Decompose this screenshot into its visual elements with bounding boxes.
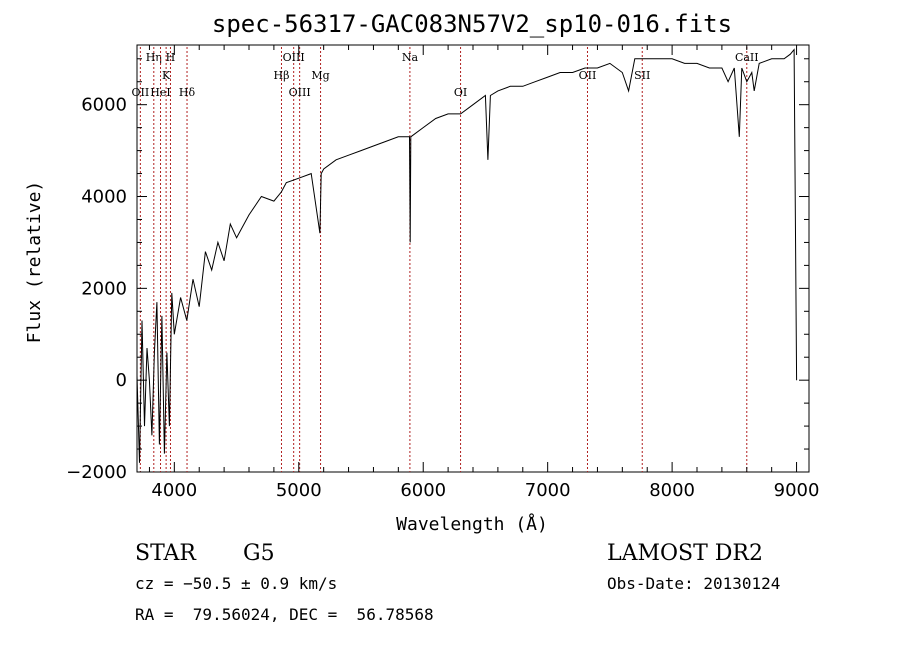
line-marker-label: Hβ [274,69,290,82]
y-tick-label: −2000 [66,462,127,483]
survey-name: LAMOST DR2 [607,541,763,566]
chart-title: spec-56317-GAC083N57V2_sp10-016.fits [212,10,732,38]
line-marker-label: OI [454,86,467,99]
x-tick-label: 4000 [151,480,197,501]
y-tick-label: 2000 [81,278,127,299]
x-tick-label: 8000 [649,480,695,501]
y-axis-label: Flux (relative) [24,181,45,344]
object-class: STAR [135,541,197,566]
line-marker-label: Hδ [179,86,196,99]
object-subclass: G5 [243,541,275,566]
y-tick-label: 0 [116,370,127,391]
observation-date: Obs-Date: 20130124 [607,574,780,593]
line-marker-label: Na [402,51,419,64]
x-tick-label: 9000 [774,480,820,501]
spectrum-line [136,48,798,463]
line-marker-label: K [162,69,171,82]
plot-frame [136,44,810,473]
sky-coordinates: RA = 79.56024, DEC = 56.78568 [135,605,434,624]
line-marker-label: HeI [150,86,170,99]
y-tick-label: 6000 [81,95,127,116]
x-axis-ticks: 4000 5000 6000 7000 8000 9000 [148,45,820,501]
line-marker-label: Hη [146,51,162,64]
x-tick-label: 7000 [525,480,571,501]
x-axis-label: Wavelength (Å) [396,513,548,535]
y-axis-ticks: −2000 0 2000 4000 6000 [66,58,809,483]
line-marker-label: OII [579,69,597,82]
redshift-velocity: cz = −50.5 ± 0.9 km/s [135,574,337,593]
x-tick-label: 6000 [400,480,446,501]
line-marker-label: Mg [311,69,329,82]
line-marker-label: CaII [735,51,759,64]
line-marker-label: H [166,51,176,64]
line-marker-label: SII [634,69,650,82]
x-tick-label: 5000 [276,480,322,501]
line-marker-label: OII [132,86,150,99]
line-marker-label: OIII [289,86,311,99]
y-tick-label: 4000 [81,187,127,208]
line-marker-label: OIII [283,51,305,64]
